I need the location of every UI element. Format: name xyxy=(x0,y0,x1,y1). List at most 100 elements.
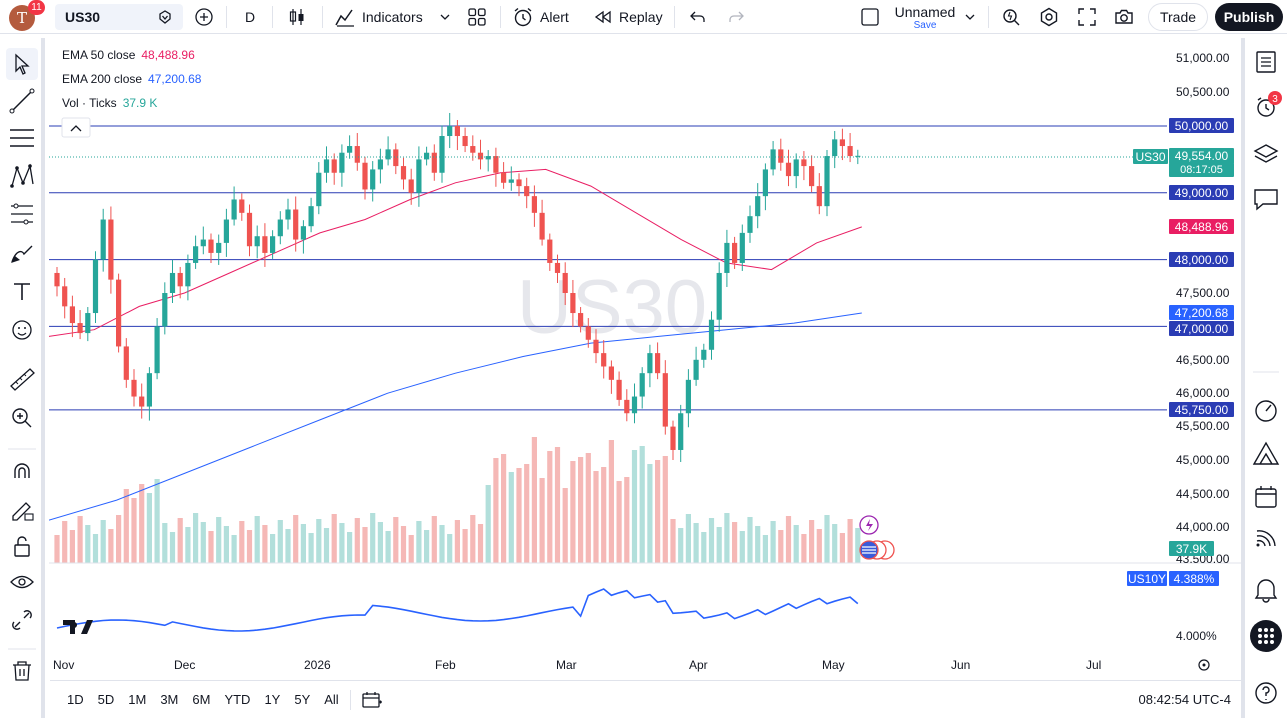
emoji-icon[interactable] xyxy=(12,320,32,340)
range-ytd[interactable]: YTD xyxy=(224,692,251,707)
volume-bar xyxy=(277,520,283,563)
quick-search-icon[interactable] xyxy=(1000,6,1022,28)
layout-grid-icon[interactable] xyxy=(467,7,487,27)
clock-timezone[interactable]: 08:42:54 UTC-4 xyxy=(1138,692,1232,707)
zoom-in-icon[interactable] xyxy=(12,408,32,428)
range-5y[interactable]: 5Y xyxy=(294,692,311,707)
volume-bar xyxy=(385,531,391,563)
watchlist-icon[interactable] xyxy=(1256,51,1276,73)
settings-gear-icon[interactable] xyxy=(1038,6,1060,28)
undo-icon[interactable] xyxy=(688,7,708,27)
candle-up xyxy=(716,272,722,320)
volume-bar xyxy=(169,532,176,563)
volume-bar xyxy=(216,517,222,563)
calendar-icon[interactable] xyxy=(1255,486,1277,508)
volume-bar xyxy=(246,530,253,563)
interval-button[interactable]: D xyxy=(244,9,256,25)
volume-bar xyxy=(408,535,414,563)
replay-icon xyxy=(594,10,611,24)
alert-button[interactable]: Alert xyxy=(512,5,569,29)
horizontal-lines-icon[interactable] xyxy=(10,129,34,147)
range-1d[interactable]: 1D xyxy=(67,692,84,707)
drawing-toolbar xyxy=(0,38,45,718)
add-symbol-icon[interactable] xyxy=(194,7,214,27)
eye-visibility-icon[interactable] xyxy=(10,575,34,589)
replay-button[interactable]: Replay xyxy=(593,5,663,29)
layout-name[interactable]: Unnamed Save xyxy=(890,3,960,31)
range-6m[interactable]: 6M xyxy=(192,692,211,707)
candle-down xyxy=(69,306,75,324)
ema50-legend[interactable]: EMA 50 close 48,488.96 xyxy=(62,48,195,62)
volume-bar xyxy=(678,528,684,563)
apps-grid-icon xyxy=(1258,628,1274,644)
candle-down xyxy=(431,152,437,173)
price-chart[interactable]: US30 xyxy=(49,38,1241,680)
link-icon[interactable] xyxy=(12,610,32,630)
ema200-legend[interactable]: EMA 200 close 47,200.68 xyxy=(62,72,201,86)
toolbar-divider xyxy=(349,689,351,710)
volume-bar xyxy=(400,526,407,563)
lock-icon[interactable] xyxy=(14,536,30,557)
volume-legend[interactable]: Vol · Ticks 37.9 K xyxy=(62,96,157,110)
volume-bar xyxy=(501,454,507,563)
speedometer-icon[interactable] xyxy=(1255,400,1277,422)
cursor-arrow-icon[interactable] xyxy=(15,53,30,75)
trade-button[interactable]: Trade xyxy=(1148,3,1208,31)
indicators-button[interactable]: Indicators xyxy=(334,5,423,29)
range-3m[interactable]: 3M xyxy=(160,692,179,707)
level-label-50000[interactable]: 50,000.00 xyxy=(1169,118,1234,133)
candle-down xyxy=(516,179,522,187)
candle-down xyxy=(624,399,630,414)
volume-bar xyxy=(316,519,322,563)
range-all[interactable]: All xyxy=(324,692,339,707)
layout-select-icon[interactable] xyxy=(860,7,880,27)
candle-down xyxy=(54,272,60,287)
candles-chart-type-icon[interactable] xyxy=(286,6,308,28)
lock-pencil-icon[interactable] xyxy=(12,502,34,521)
candle-up xyxy=(162,293,168,327)
trend-line-icon[interactable] xyxy=(9,88,35,114)
cursor-tool-background xyxy=(6,48,38,80)
scroll-up-button[interactable] xyxy=(61,117,91,138)
publish-button[interactable]: Publish xyxy=(1215,3,1283,31)
chevron-down-icon[interactable] xyxy=(963,10,977,24)
level-label-48000[interactable]: 48,000.00 xyxy=(1169,252,1234,267)
magnet-icon[interactable] xyxy=(14,463,30,478)
notification-bell-icon[interactable] xyxy=(1254,579,1278,603)
ruler-measure-icon[interactable] xyxy=(10,368,35,391)
pattern-tool-icon[interactable] xyxy=(10,163,34,188)
date-range-calendar-icon[interactable] xyxy=(361,690,383,710)
candle-up xyxy=(92,259,99,314)
events-icons[interactable] xyxy=(859,515,895,560)
chat-icon[interactable] xyxy=(1254,189,1278,211)
symbol-search-input[interactable]: US30 xyxy=(55,4,183,30)
help-question-icon[interactable] xyxy=(1255,682,1277,704)
alarm-clock-icon xyxy=(514,7,532,27)
layers-icon[interactable] xyxy=(1253,144,1279,163)
brush-icon[interactable] xyxy=(11,245,33,263)
level-label-45750[interactable]: 45,750.00 xyxy=(1169,402,1234,417)
text-tool-icon[interactable] xyxy=(14,283,30,300)
range-1m[interactable]: 1M xyxy=(128,692,147,707)
volume-bar xyxy=(616,481,622,563)
candle-down xyxy=(293,209,299,240)
camera-snapshot-icon[interactable] xyxy=(1113,6,1135,28)
broadcast-icon[interactable] xyxy=(1256,530,1276,547)
candle-down xyxy=(501,172,507,183)
candle-up xyxy=(416,159,422,193)
trash-icon[interactable] xyxy=(13,661,31,681)
level-label-49000[interactable]: 49,000.00 xyxy=(1169,185,1234,200)
time-tick: Jul xyxy=(1086,658,1102,672)
range-5d[interactable]: 5D xyxy=(97,692,115,707)
fullscreen-icon[interactable] xyxy=(1076,6,1098,28)
volume-price-label: 37.9K xyxy=(1169,541,1214,556)
volume-bar xyxy=(424,530,430,563)
range-1y[interactable]: 1Y xyxy=(264,692,281,707)
ideas-icon[interactable] xyxy=(1252,441,1280,465)
symbol-details-icon[interactable] xyxy=(157,9,173,25)
chevron-down-icon[interactable] xyxy=(438,10,452,24)
level-label-47000[interactable]: 47,000.00 xyxy=(1169,321,1234,336)
time-axis-settings-icon[interactable] xyxy=(1198,659,1210,671)
redo-icon[interactable] xyxy=(726,7,746,27)
fib-retracement-icon[interactable] xyxy=(11,203,33,225)
